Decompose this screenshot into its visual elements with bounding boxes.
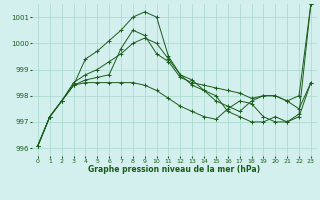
X-axis label: Graphe pression niveau de la mer (hPa): Graphe pression niveau de la mer (hPa) [88,165,260,174]
